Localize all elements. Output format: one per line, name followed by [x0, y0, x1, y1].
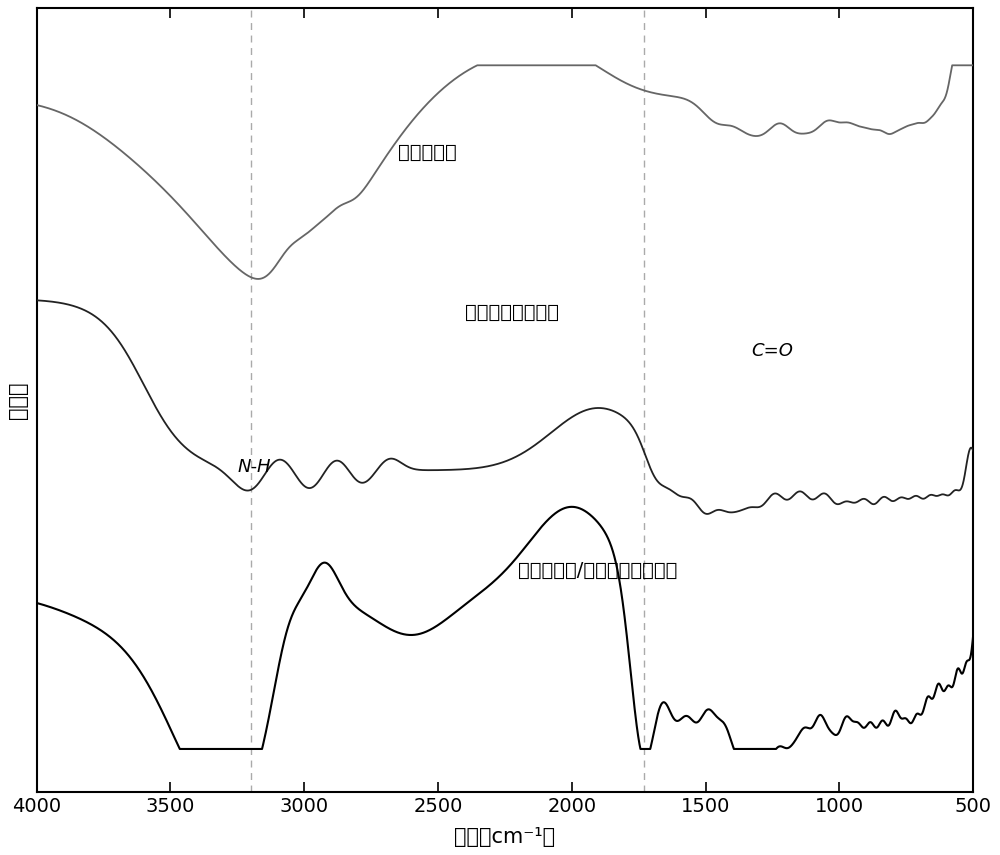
Y-axis label: 透光率: 透光率	[8, 381, 28, 419]
Text: 三聚氰胺氰尿酸盐: 三聚氰胺氰尿酸盐	[465, 303, 559, 321]
Text: N-H: N-H	[237, 457, 271, 475]
Text: 焦磷酸哆影/三聚氰胺氰尿酸盐: 焦磷酸哆影/三聚氰胺氰尿酸盐	[518, 561, 678, 580]
Text: 焦磷酸哆影: 焦磷酸哆影	[398, 143, 457, 162]
Text: C=O: C=O	[751, 342, 793, 360]
X-axis label: 波数（cm⁻¹）: 波数（cm⁻¹）	[454, 827, 555, 846]
